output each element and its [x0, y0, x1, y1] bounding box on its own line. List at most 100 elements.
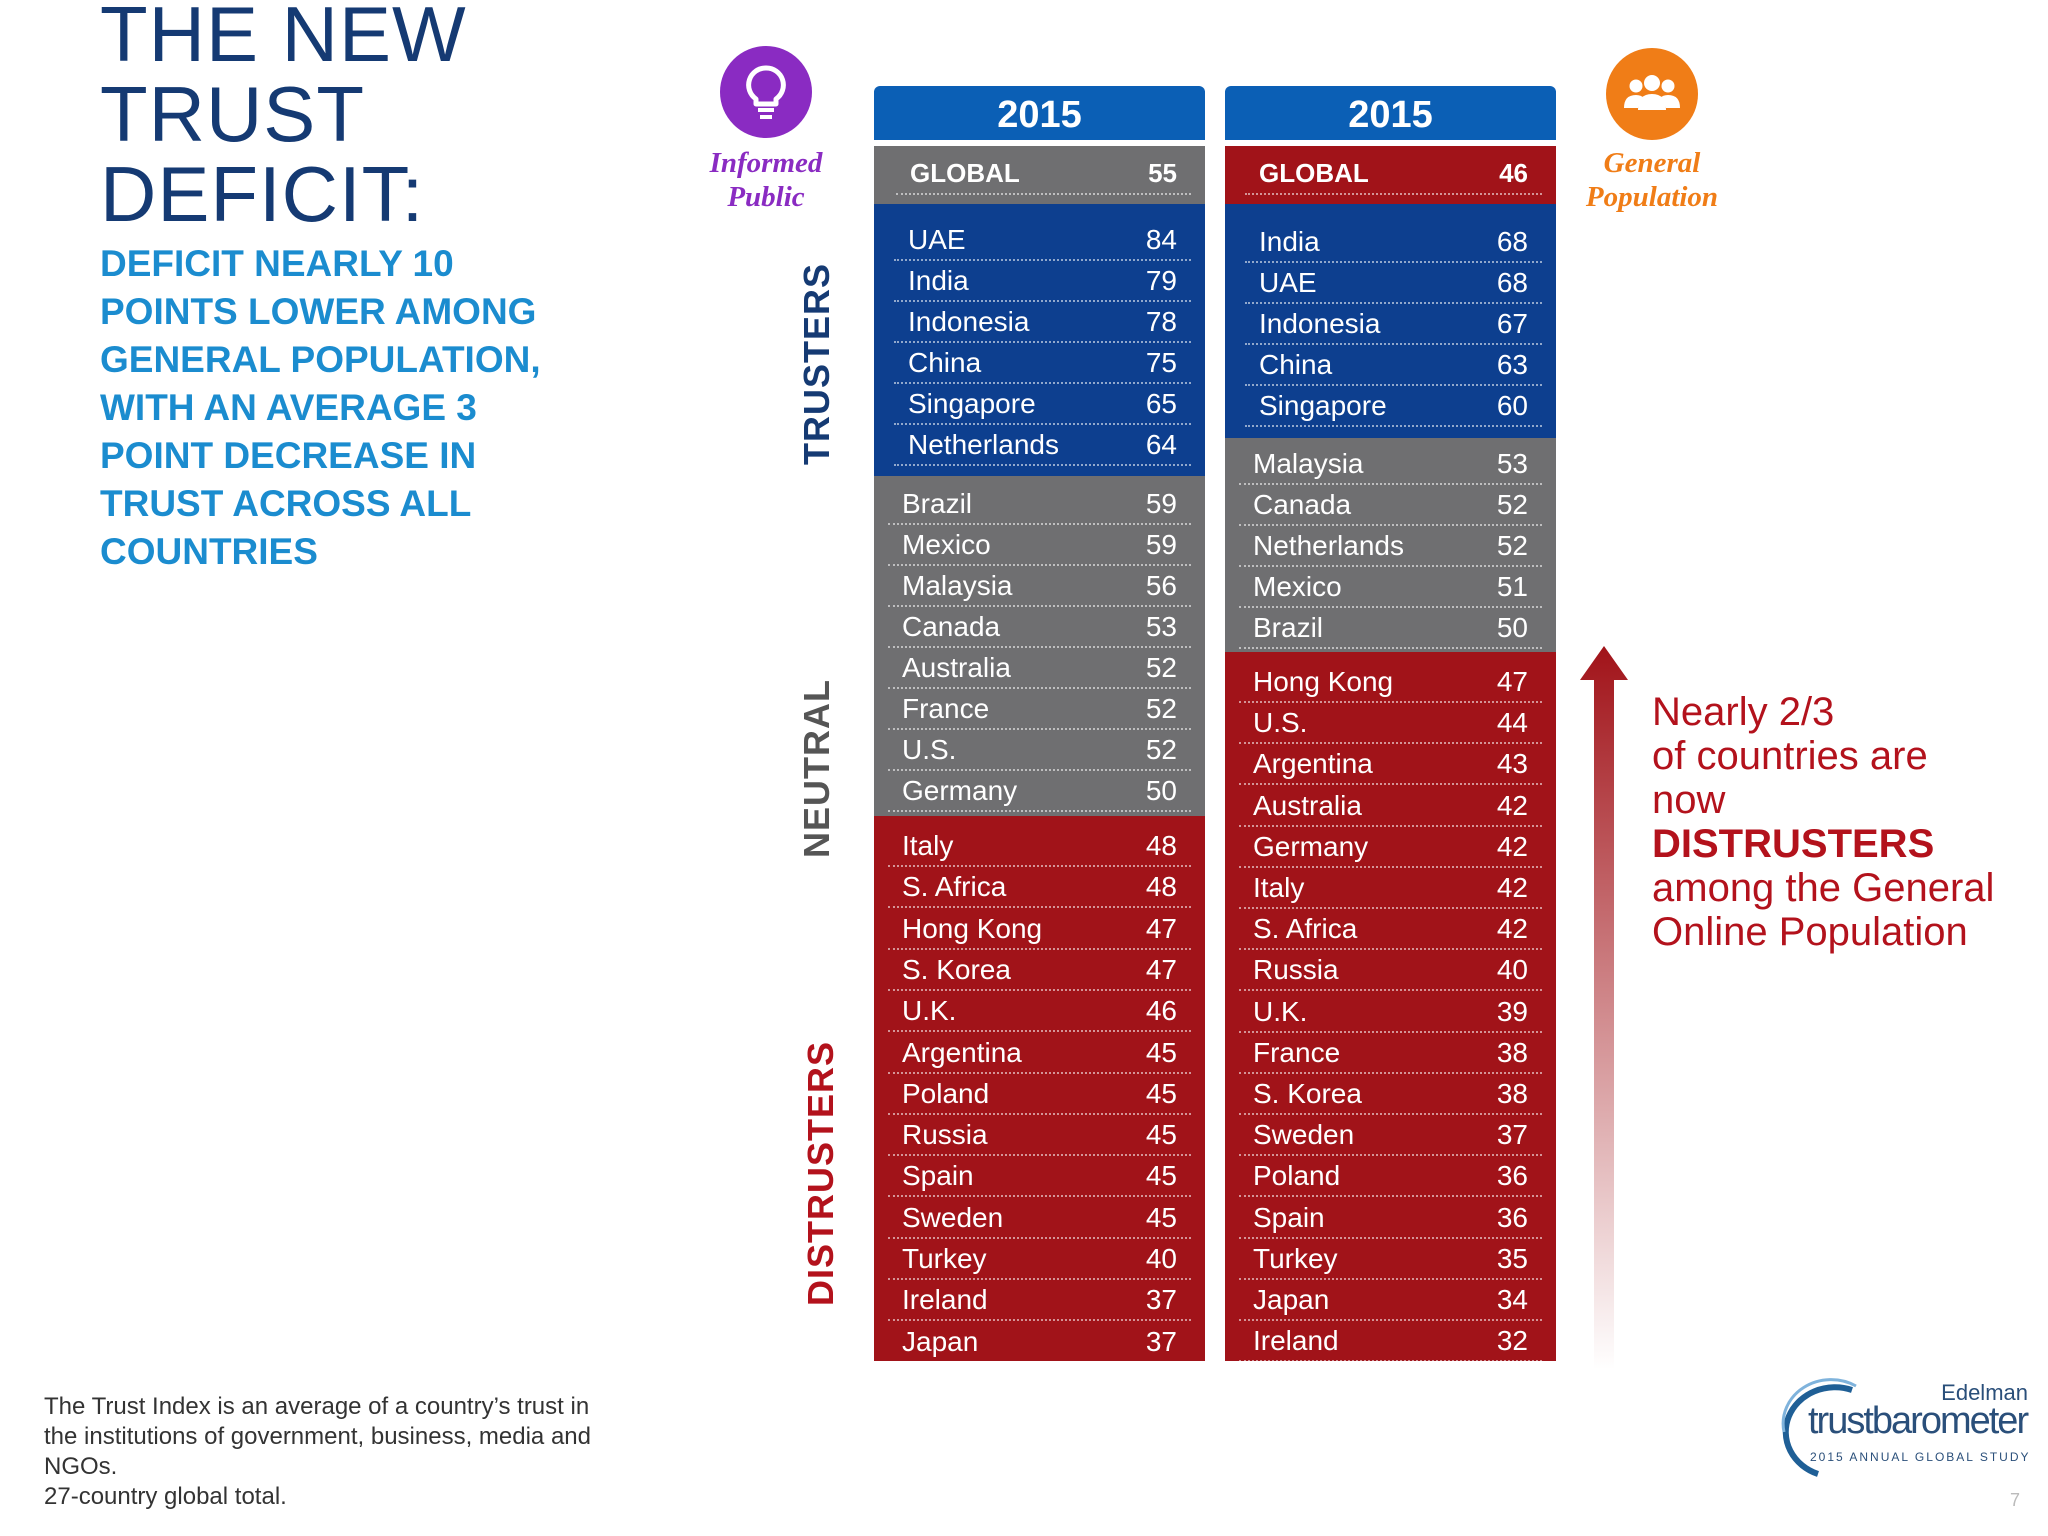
- country-name: Russia: [1253, 954, 1339, 986]
- trust-score: 45: [1145, 1036, 1177, 1068]
- country-row: Indonesia 67: [1245, 304, 1542, 345]
- country-row: Turkey 40: [888, 1239, 1191, 1280]
- trust-score: 36: [1496, 1160, 1528, 1192]
- trust-score: 45: [1145, 1160, 1177, 1192]
- distrusters-note: Nearly 2/3 of countries are now DISTRUST…: [1652, 690, 1995, 954]
- country-row: U.S. 44: [1239, 703, 1542, 745]
- trust-score: 48: [1145, 871, 1177, 903]
- country-row: Turkey 35: [1239, 1239, 1542, 1280]
- country-row: U.K. 46: [888, 991, 1191, 1033]
- trusters-segment: [874, 204, 1205, 476]
- title-line: DEFICIT:: [100, 150, 425, 238]
- trust-score: 84: [1145, 224, 1177, 255]
- trust-score: 37: [1496, 1119, 1528, 1151]
- distrusters-label: DISTRUSTERS: [800, 1040, 841, 1306]
- lightbulb-icon: [746, 65, 786, 119]
- country-row: S. Africa 42: [1239, 909, 1542, 951]
- country-row: Japan 34: [1239, 1280, 1542, 1321]
- country-row: Spain 45: [888, 1156, 1191, 1198]
- country-row: Ireland 32: [1239, 1321, 1542, 1363]
- trust-score: 37: [1145, 1325, 1177, 1357]
- country-row: Brazil 59: [888, 484, 1191, 525]
- country-row: France 52: [888, 689, 1191, 730]
- trust-score: 45: [1145, 1077, 1177, 1109]
- informed-public-column: 2015: [874, 86, 1205, 140]
- country-name: Brazil: [1253, 612, 1324, 643]
- country-name: Mexico: [902, 529, 991, 560]
- trust-score: 42: [1496, 913, 1528, 945]
- trust-score: 38: [1496, 1036, 1528, 1068]
- global-row: GLOBAL 55: [896, 154, 1191, 195]
- country-name: Turkey: [902, 1243, 987, 1274]
- country-name: S. Africa: [1253, 913, 1358, 945]
- country-row: Russia 45: [888, 1115, 1191, 1157]
- trust-score: 36: [1496, 1201, 1528, 1233]
- country-row: India 68: [1245, 222, 1542, 263]
- informed-public-label: Informed Public: [709, 147, 823, 213]
- slide-title: THE NEW TRUST DEFICIT:: [100, 0, 660, 234]
- country-name: Hong Kong: [902, 912, 1043, 944]
- logo-brand: Edelman: [1941, 1380, 2028, 1405]
- country-name: Netherlands: [1253, 530, 1404, 561]
- country-name: Argentina: [902, 1036, 1022, 1068]
- subtitle-line: POINTS LOWER AMONG: [100, 291, 537, 332]
- country-row: U.S. 52: [888, 730, 1191, 771]
- trust-score: 37: [1145, 1284, 1177, 1316]
- year-header: 2015: [874, 86, 1205, 140]
- general-population-rows: GLOBAL 46 India 68 UAE 68 Indonesia 67 China 63 Si…: [1225, 0, 1556, 1536]
- trust-score: 48: [1145, 830, 1177, 861]
- country-row: Netherlands 52: [1239, 526, 1542, 567]
- trust-score: 59: [1145, 529, 1177, 560]
- trust-score: 43: [1496, 748, 1528, 780]
- subtitle-line: GENERAL POPULATION,: [100, 339, 541, 380]
- country-name: Japan: [902, 1325, 979, 1357]
- country-name: Italy: [1253, 872, 1305, 903]
- country-name: Indonesia: [908, 306, 1030, 337]
- country-row: Japan 37: [888, 1322, 1191, 1363]
- country-name: Canada: [902, 611, 1001, 642]
- country-row: Canada 53: [888, 607, 1191, 648]
- country-name: Turkey: [1253, 1242, 1338, 1274]
- general-population-label: General Population: [1585, 147, 1719, 213]
- country-name: Sweden: [1253, 1119, 1355, 1151]
- trust-score: 47: [1145, 953, 1177, 985]
- trust-score: 56: [1145, 570, 1177, 601]
- country-row: S. Korea 47: [888, 950, 1191, 991]
- trust-score: 68: [1496, 226, 1528, 257]
- country-row: Malaysia 53: [1239, 444, 1542, 485]
- trust-score: 55: [1148, 158, 1177, 188]
- trust-score: 47: [1496, 666, 1528, 697]
- trust-score: 45: [1145, 1119, 1177, 1151]
- neutral-label: NEUTRAL: [796, 679, 837, 858]
- trust-score: 67: [1496, 308, 1528, 339]
- country-name: Spain: [902, 1160, 974, 1192]
- trust-score: 52: [1496, 489, 1528, 520]
- trust-score: 34: [1496, 1284, 1528, 1315]
- trust-score: 32: [1496, 1325, 1528, 1357]
- country-row: Netherlands 64: [894, 425, 1191, 466]
- country-name: Hong Kong: [1253, 666, 1394, 697]
- country-name: U.S.: [902, 734, 957, 765]
- trust-score: 46: [1145, 995, 1177, 1027]
- title-line: TRUST: [100, 70, 365, 158]
- trusters-label: TRUSTERS: [796, 262, 837, 465]
- trust-score: 50: [1145, 775, 1177, 806]
- subtitle-line: TRUST ACROSS ALL: [100, 483, 472, 524]
- country-row: Sweden 45: [888, 1198, 1191, 1239]
- trust-score: 45: [1145, 1201, 1177, 1233]
- trust-score: 53: [1496, 448, 1528, 479]
- trust-score: 35: [1496, 1242, 1528, 1274]
- neutral-segment: [1225, 438, 1556, 652]
- country-name: S. Africa: [902, 871, 1007, 903]
- country-name: Sweden: [902, 1201, 1004, 1233]
- trust-score: 40: [1145, 1243, 1177, 1274]
- country-name: China: [1259, 349, 1333, 380]
- slide-subtitle: DEFICIT NEARLY 10 POINTS LOWER AMONG GEN…: [100, 240, 560, 576]
- country-name: Indonesia: [1259, 308, 1381, 339]
- logo-swoosh-icon: [1781, 1378, 1857, 1477]
- trust-score: 63: [1496, 349, 1528, 380]
- country-row: Mexico 51: [1239, 567, 1542, 608]
- country-name: Germany: [902, 775, 1018, 806]
- people-group-icon: [1624, 75, 1680, 110]
- country-row: Sweden 37: [1239, 1115, 1542, 1157]
